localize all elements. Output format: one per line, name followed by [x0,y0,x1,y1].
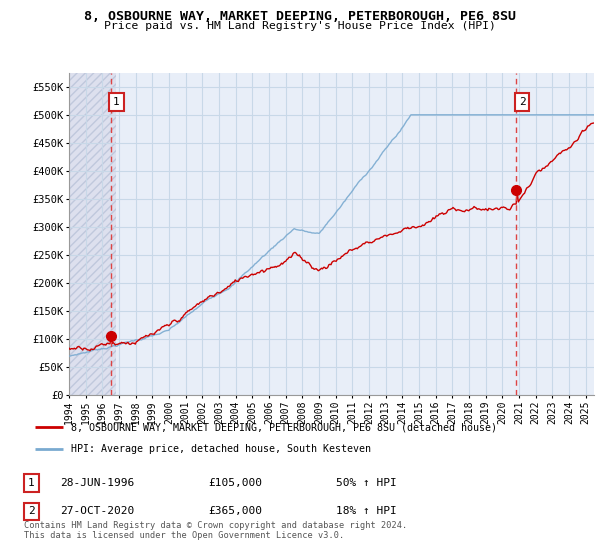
Text: 1: 1 [113,97,120,107]
Text: Price paid vs. HM Land Registry's House Price Index (HPI): Price paid vs. HM Land Registry's House … [104,21,496,31]
Text: 8, OSBOURNE WAY, MARKET DEEPING, PETERBOROUGH, PE6 8SU: 8, OSBOURNE WAY, MARKET DEEPING, PETERBO… [84,10,516,23]
Text: 28-JUN-1996: 28-JUN-1996 [60,478,134,488]
Text: 2: 2 [28,506,35,516]
Text: £105,000: £105,000 [208,478,262,488]
Text: 50% ↑ HPI: 50% ↑ HPI [337,478,397,488]
Text: 8, OSBOURNE WAY, MARKET DEEPING, PETERBOROUGH, PE6 8SU (detached house): 8, OSBOURNE WAY, MARKET DEEPING, PETERBO… [71,422,497,432]
Text: 18% ↑ HPI: 18% ↑ HPI [337,506,397,516]
Text: HPI: Average price, detached house, South Kesteven: HPI: Average price, detached house, Sout… [71,444,371,454]
Text: £365,000: £365,000 [208,506,262,516]
Text: 27-OCT-2020: 27-OCT-2020 [60,506,134,516]
Bar [69,73,116,395]
Text: 2: 2 [518,97,526,107]
Text: 1: 1 [28,478,35,488]
Text: Contains HM Land Registry data © Crown copyright and database right 2024.
This d: Contains HM Land Registry data © Crown c… [24,521,407,540]
